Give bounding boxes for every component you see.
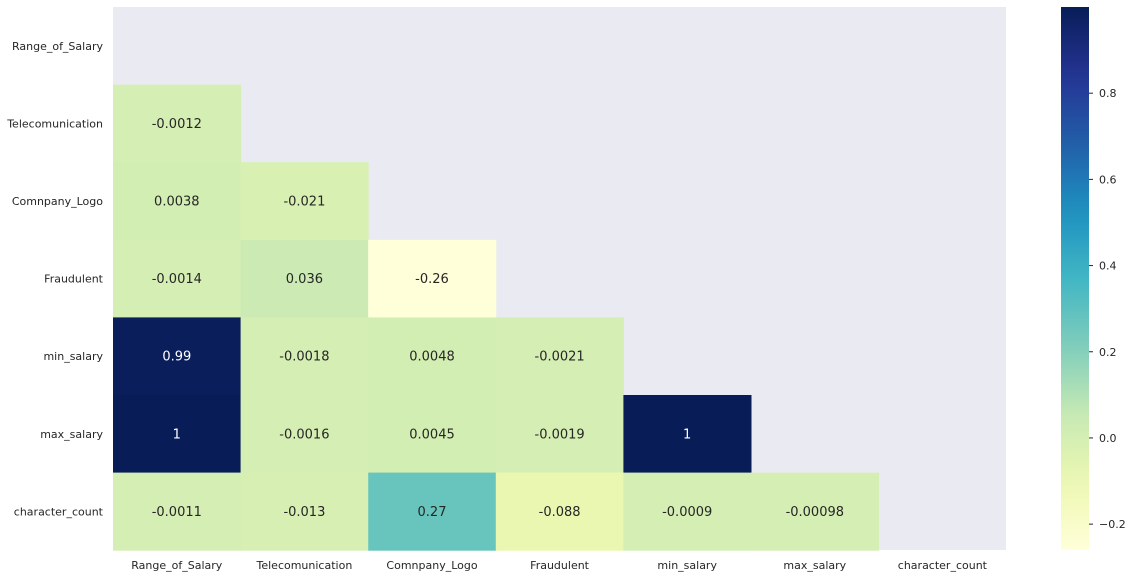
column-label-min-salary: min_salary: [657, 559, 717, 572]
colorbar-tick-label: 0.6: [1099, 173, 1117, 186]
column-label-fraudulent: Fraudulent: [530, 559, 590, 572]
column-label-character-count: character_count: [898, 559, 988, 572]
cell-value-label: 0.0038: [154, 195, 200, 210]
heatmap-cell-comnpany-logo-telecomunication: [240, 162, 369, 241]
heatmap-cell-fraudulent-range-of-salary: [113, 239, 242, 318]
column-label-max-salary: max_salary: [783, 559, 846, 572]
cell-value-label: -0.0019: [535, 427, 585, 442]
heatmap-cell-telecomunication-range-of-salary: [113, 84, 242, 163]
row-labels: Range_of_Salary Telecomunication Comnpany_…: [6, 40, 103, 519]
colorbar-tick-label: 0.0: [1099, 432, 1117, 445]
cell-value-label: 0.0048: [409, 350, 455, 365]
cell-value-label: 0.27: [418, 505, 447, 520]
row-label-max-salary: max_salary: [40, 428, 103, 441]
cell-value-label: 0.036: [286, 272, 323, 287]
cell-value-label: -0.26: [415, 272, 449, 287]
heatmap-cell-max-salary-fraudulent: [495, 395, 624, 474]
colorbar-tick-label: −0.2: [1099, 518, 1126, 531]
cell-value-label: -0.0012: [152, 117, 202, 132]
cell-value-label: 1: [173, 427, 181, 442]
row-label-fraudulent: Fraudulent: [44, 273, 104, 286]
row-label-comnpany-logo: Comnpany_Logo: [12, 195, 103, 208]
row-label-character-count: character_count: [14, 505, 104, 518]
cell-value-label: -0.0011: [152, 505, 202, 520]
heatmap-cell-character-count-fraudulent: [495, 472, 624, 551]
colorbar: −0.2 0.0 0.2 0.4 0.6 0.8: [1061, 7, 1126, 550]
row-label-range-of-salary: Range_of_Salary: [12, 40, 104, 53]
heatmap-cell-max-salary-range-of-salary: [113, 395, 242, 474]
heatmap-cell-max-salary-min-salary: [623, 395, 752, 474]
cell-value-label: -0.0009: [662, 505, 712, 520]
heatmap-cell-character-count-max-salary: [751, 472, 880, 551]
heatmap-cell-comnpany-logo-range-of-salary: [113, 162, 242, 241]
heatmap-cell-fraudulent-comnpany-logo: [368, 239, 497, 318]
cell-value-label: -0.0021: [535, 350, 585, 365]
cell-value-label: 0.99: [162, 350, 191, 365]
cell-value-label: 0.0045: [409, 427, 455, 442]
cell-value-label: -0.0014: [152, 272, 202, 287]
cell-value-label: -0.00098: [786, 505, 844, 520]
heatmap-cell-min-salary-telecomunication: [240, 317, 369, 396]
heatmap-cell-min-salary-range-of-salary: [113, 317, 242, 396]
heatmap-cell-character-count-telecomunication: [240, 472, 369, 551]
column-label-comnpany-logo: Comnpany_Logo: [386, 559, 477, 572]
cell-value-label: -0.088: [539, 505, 581, 520]
heatmap-cell-character-count-range-of-salary: [113, 472, 242, 551]
colorbar-tick-label: 0.2: [1099, 346, 1117, 359]
column-label-telecomunication: Telecomunication: [256, 559, 353, 572]
cell-value-label: -0.0016: [279, 427, 329, 442]
cell-value-label: -0.0018: [279, 350, 329, 365]
cell-value-label: -0.013: [283, 505, 325, 520]
row-label-min-salary: min_salary: [43, 350, 103, 363]
colorbar-tick-label: 0.4: [1099, 260, 1117, 273]
heatmap-cell-character-count-comnpany-logo: [368, 472, 497, 551]
heatmap-cell-min-salary-fraudulent: [495, 317, 624, 396]
heatmap-cell-max-salary-comnpany-logo: [368, 395, 497, 474]
heatmap-cell-character-count-min-salary: [623, 472, 752, 551]
heatmap-cell-fraudulent-telecomunication: [240, 239, 369, 318]
colorbar-tick-label: 0.8: [1099, 87, 1117, 100]
column-labels: Range_of_Salary Telecomunication Comnpany_…: [131, 559, 987, 572]
heatmap-cell-max-salary-telecomunication: [240, 395, 369, 474]
heatmap-cells: -0.0012 0.0038 -0.021 -0.0014 0.036 -0.26 0.99…: [113, 84, 880, 551]
cell-value-label: 1: [683, 427, 691, 442]
column-label-range-of-salary: Range_of_Salary: [131, 559, 223, 572]
cell-value-label: -0.021: [283, 195, 325, 210]
colorbar-gradient: [1061, 7, 1089, 550]
heatmap-cell-min-salary-comnpany-logo: [368, 317, 497, 396]
row-label-telecomunication: Telecomunication: [6, 117, 103, 130]
